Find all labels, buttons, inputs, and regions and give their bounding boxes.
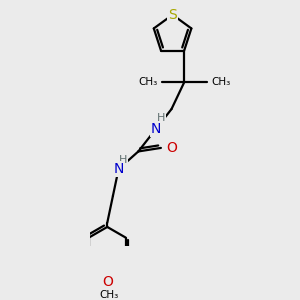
Text: CH₃: CH₃ [100,290,119,300]
Text: O: O [167,141,177,155]
Text: CH₃: CH₃ [211,76,230,87]
Text: CH₃: CH₃ [138,76,158,87]
Text: N: N [113,162,124,176]
Text: H: H [157,113,165,123]
Text: O: O [102,275,113,289]
Text: N: N [151,122,161,136]
Text: S: S [168,8,177,22]
Text: H: H [118,155,127,165]
